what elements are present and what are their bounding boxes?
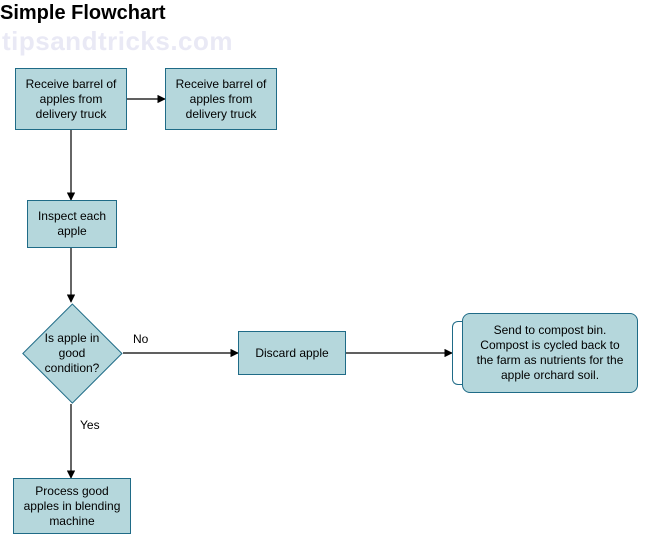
node-process: Process good apples in blending machine [13,478,131,534]
node-decision: Is apple in good condition? [22,303,122,403]
callout-bracket-icon [452,321,462,385]
edge-label-no: No [133,332,148,346]
node-discard: Discard apple [238,331,346,375]
node-receive1: Receive barrel of apples from delivery t… [15,68,127,130]
node-compost: Send to compost bin. Compost is cycled b… [462,313,638,393]
node-receive2: Receive barrel of apples from delivery t… [165,68,277,130]
page-title: Simple Flowchart [0,2,166,25]
node-inspect: Inspect each apple [27,200,117,248]
watermark-text: tipsandtricks.com [2,26,233,57]
edge-label-yes: Yes [80,418,100,432]
